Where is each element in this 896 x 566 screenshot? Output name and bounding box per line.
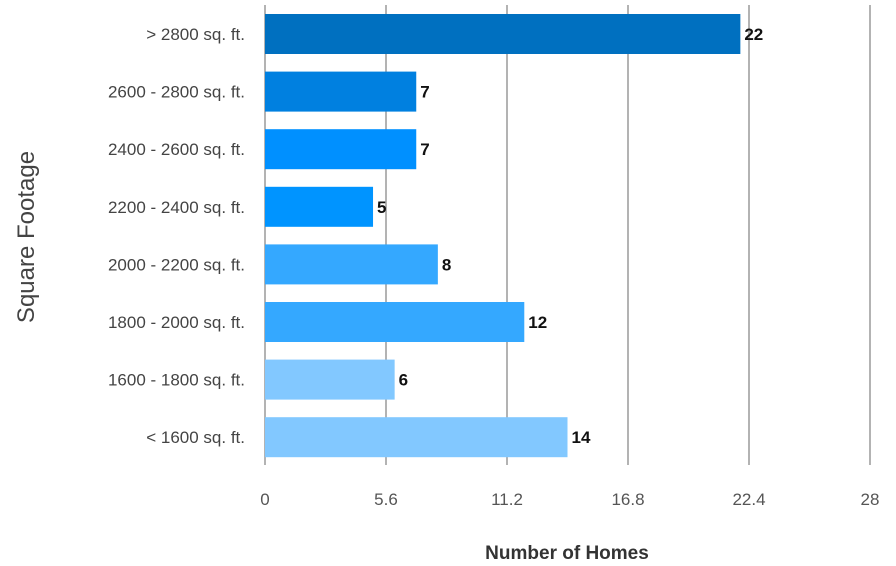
bar	[265, 14, 741, 54]
x-tick-label: 5.6	[374, 490, 398, 509]
data-label: 7	[420, 140, 429, 159]
data-label: 14	[572, 428, 591, 447]
category-labels: > 2800 sq. ft. 2600 - 2800 sq. ft. 2400 - …	[108, 25, 245, 447]
bar	[265, 129, 417, 170]
data-label: 5	[377, 198, 386, 217]
x-tick-label: 11.2	[491, 490, 523, 509]
value-labels: 22 7 7 5 8 12 6 14	[377, 25, 763, 447]
category-label: 2400 - 2600 sq. ft.	[108, 140, 245, 159]
data-label: 7	[420, 83, 429, 102]
bar	[265, 71, 417, 112]
x-axis-title: Number of Homes	[485, 543, 649, 564]
bars	[265, 14, 741, 458]
x-tick-label: 28	[861, 490, 880, 509]
category-label: 2000 - 2200 sq. ft.	[108, 255, 245, 274]
y-axis-title: Square Footage	[13, 151, 40, 323]
bar	[265, 417, 568, 458]
category-label: 2600 - 2800 sq. ft.	[108, 83, 245, 102]
x-tick-label: 22.4	[732, 490, 765, 509]
bar	[265, 186, 374, 227]
bar	[265, 359, 395, 400]
category-label: 1800 - 2000 sq. ft.	[108, 313, 245, 332]
x-tick-label: 0	[260, 490, 269, 509]
bar	[265, 302, 525, 342]
data-label: 22	[744, 25, 763, 44]
bar	[265, 244, 438, 285]
category-label: 2200 - 2400 sq. ft.	[108, 198, 245, 217]
x-tick-label: 16.8	[611, 490, 644, 509]
data-label: 6	[399, 371, 408, 390]
category-label: < 1600 sq. ft.	[146, 428, 245, 447]
data-label: 12	[528, 313, 547, 332]
category-label: 1600 - 1800 sq. ft.	[108, 371, 245, 390]
x-tick-labels: 0 5.6 11.2 16.8 22.4 28	[260, 490, 879, 509]
category-label: > 2800 sq. ft.	[146, 25, 245, 44]
data-label: 8	[442, 255, 451, 274]
